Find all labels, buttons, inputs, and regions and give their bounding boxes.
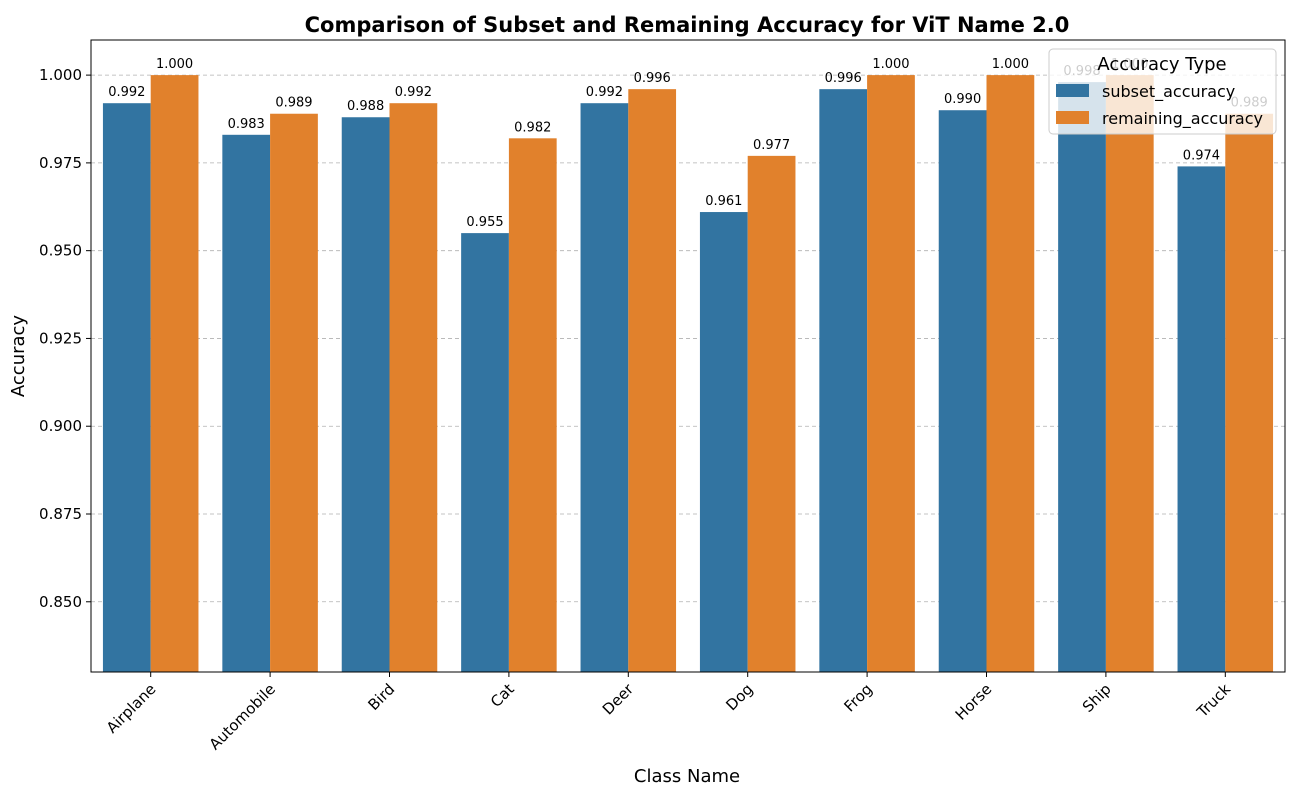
x-axis-ticks: Airplane Automobile Bird Cat Deer Dog Frog Hors… xyxy=(103,672,1235,753)
data-label: 0.977 xyxy=(753,138,790,153)
y-tick-label: 0.900 xyxy=(39,417,82,435)
legend-swatch-remaining xyxy=(1056,111,1089,124)
bar-remaining_accuracy xyxy=(986,75,1035,673)
x-tick-label: Airplane xyxy=(103,680,160,737)
data-label: 0.982 xyxy=(514,120,551,135)
bar-subset_accuracy xyxy=(819,89,868,672)
x-axis-label: Class Name xyxy=(634,766,740,787)
data-label: 0.955 xyxy=(466,215,503,230)
data-label: 1.000 xyxy=(872,57,909,72)
data-label: 0.992 xyxy=(395,85,432,100)
bar-subset_accuracy xyxy=(1058,82,1106,673)
bar-remaining_accuracy xyxy=(747,155,796,672)
data-label: 1.000 xyxy=(992,57,1029,72)
y-tick-label: 0.850 xyxy=(39,593,82,611)
x-tick-label: Ship xyxy=(1079,680,1115,716)
data-label: 0.988 xyxy=(347,99,384,114)
data-label: 0.983 xyxy=(228,117,265,132)
bar-remaining_accuracy xyxy=(628,89,677,672)
bar-subset_accuracy xyxy=(341,117,390,672)
legend-title: Accuracy Type xyxy=(1097,54,1226,75)
bar-remaining_accuracy xyxy=(270,113,318,672)
x-tick-label: Horse xyxy=(952,680,996,724)
y-tick-label: 1.000 xyxy=(39,66,82,84)
bar-remaining_accuracy xyxy=(1225,113,1274,672)
y-tick-label: 0.950 xyxy=(39,242,82,260)
bar-subset_accuracy xyxy=(102,103,151,672)
data-label: 1.000 xyxy=(156,57,193,72)
x-tick-label: Deer xyxy=(599,680,638,719)
data-label: 0.961 xyxy=(705,194,742,209)
data-label: 0.974 xyxy=(1183,148,1220,163)
legend-label-subset: subset_accuracy xyxy=(1102,82,1235,102)
x-tick-label: Truck xyxy=(1193,680,1235,722)
y-axis-label: Accuracy xyxy=(8,315,29,398)
y-axis-ticks: 0.850 0.875 0.900 0.925 0.950 0.975 1.000 xyxy=(39,66,91,611)
x-tick-label: Bird xyxy=(364,680,398,714)
bars xyxy=(102,75,1274,673)
data-label: 0.996 xyxy=(634,71,671,86)
y-tick-label: 0.975 xyxy=(39,154,82,172)
bar-remaining_accuracy xyxy=(508,138,557,673)
bar-remaining_accuracy xyxy=(150,75,199,673)
bar-subset_accuracy xyxy=(1177,166,1226,672)
data-label: 0.996 xyxy=(825,71,862,86)
data-label: 0.990 xyxy=(944,92,981,107)
bar-subset_accuracy xyxy=(938,110,987,672)
legend-swatch-subset xyxy=(1056,84,1089,97)
legend-box xyxy=(1048,48,1277,135)
x-tick-label: Dog xyxy=(722,680,756,714)
plot-frame xyxy=(90,39,1286,673)
data-label: 0.989 xyxy=(275,96,312,111)
legend-label-remaining: remaining_accuracy xyxy=(1102,109,1263,129)
x-tick-label: Automobile xyxy=(206,680,279,753)
y-tick-label: 0.925 xyxy=(39,329,82,347)
data-label: 0.992 xyxy=(586,85,623,100)
y-tick-label: 0.875 xyxy=(39,505,82,523)
bar-remaining_accuracy xyxy=(1105,75,1154,673)
legend: Accuracy Type subset_accuracy remaining_… xyxy=(1048,48,1277,135)
bar-remaining_accuracy xyxy=(389,103,438,672)
bar-subset_accuracy xyxy=(699,212,748,673)
x-tick-label: Frog xyxy=(841,680,876,715)
x-tick-label: Cat xyxy=(487,680,518,711)
bar-subset_accuracy xyxy=(222,134,271,673)
data-label: 0.992 xyxy=(108,85,145,100)
chart-title: Comparison of Subset and Remaining Accur… xyxy=(305,13,1070,37)
bar-subset_accuracy xyxy=(461,233,509,672)
bar-remaining_accuracy xyxy=(867,75,915,673)
bar-subset_accuracy xyxy=(580,103,629,672)
